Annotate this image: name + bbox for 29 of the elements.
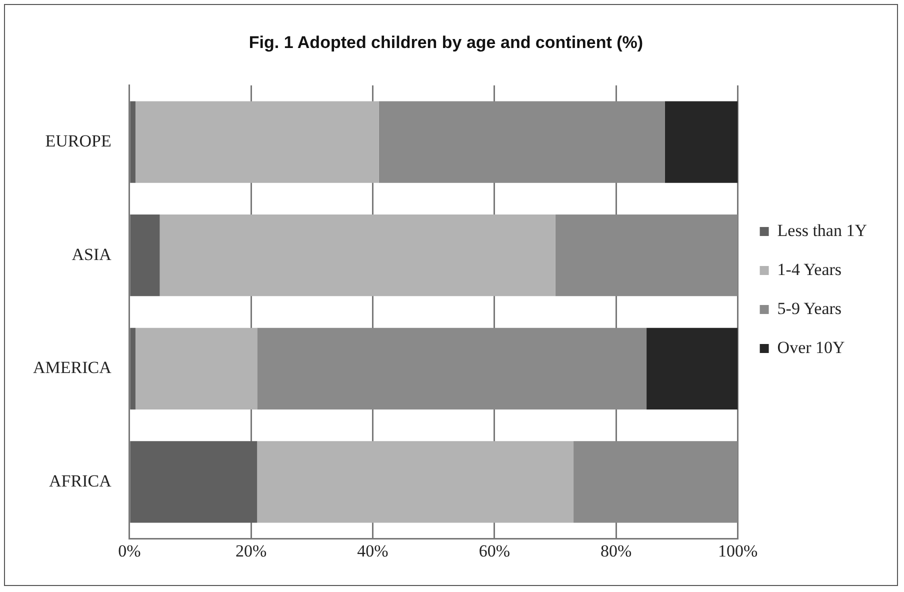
y-tick-label: AFRICA [49, 471, 112, 490]
bar [378, 101, 665, 183]
y-tick-label: ASIA [72, 244, 112, 264]
x-tick-label: 60% [478, 541, 510, 560]
bar [130, 214, 160, 296]
legend-label: Less than 1Y [777, 220, 868, 240]
x-tick-label: 0% [118, 541, 141, 560]
bar [130, 328, 136, 410]
bar [130, 101, 136, 183]
x-tick-label: 80% [600, 541, 632, 560]
bar [257, 441, 574, 523]
bar [160, 214, 556, 296]
bar [257, 328, 647, 410]
bar [574, 441, 738, 523]
legend-label: Over 10Y [777, 338, 845, 357]
y-tick-label: AMERICA [32, 358, 112, 378]
bar [135, 101, 379, 183]
chart-title: Fig. 1 Adopted children by age and continent (%) [248, 32, 644, 52]
bar [646, 328, 738, 410]
x-tick-label: 40% [357, 541, 388, 560]
bar [135, 328, 258, 410]
x-tick-label: 20% [235, 541, 267, 560]
x-tick-label: 100% [718, 541, 758, 560]
legend-label: 5-9 Years [777, 298, 842, 318]
y-tick-label: EUROPE [45, 132, 112, 151]
bar [130, 441, 258, 523]
bar [555, 214, 738, 296]
legend-label: 1-4 Years [777, 260, 842, 279]
bar [664, 101, 738, 183]
